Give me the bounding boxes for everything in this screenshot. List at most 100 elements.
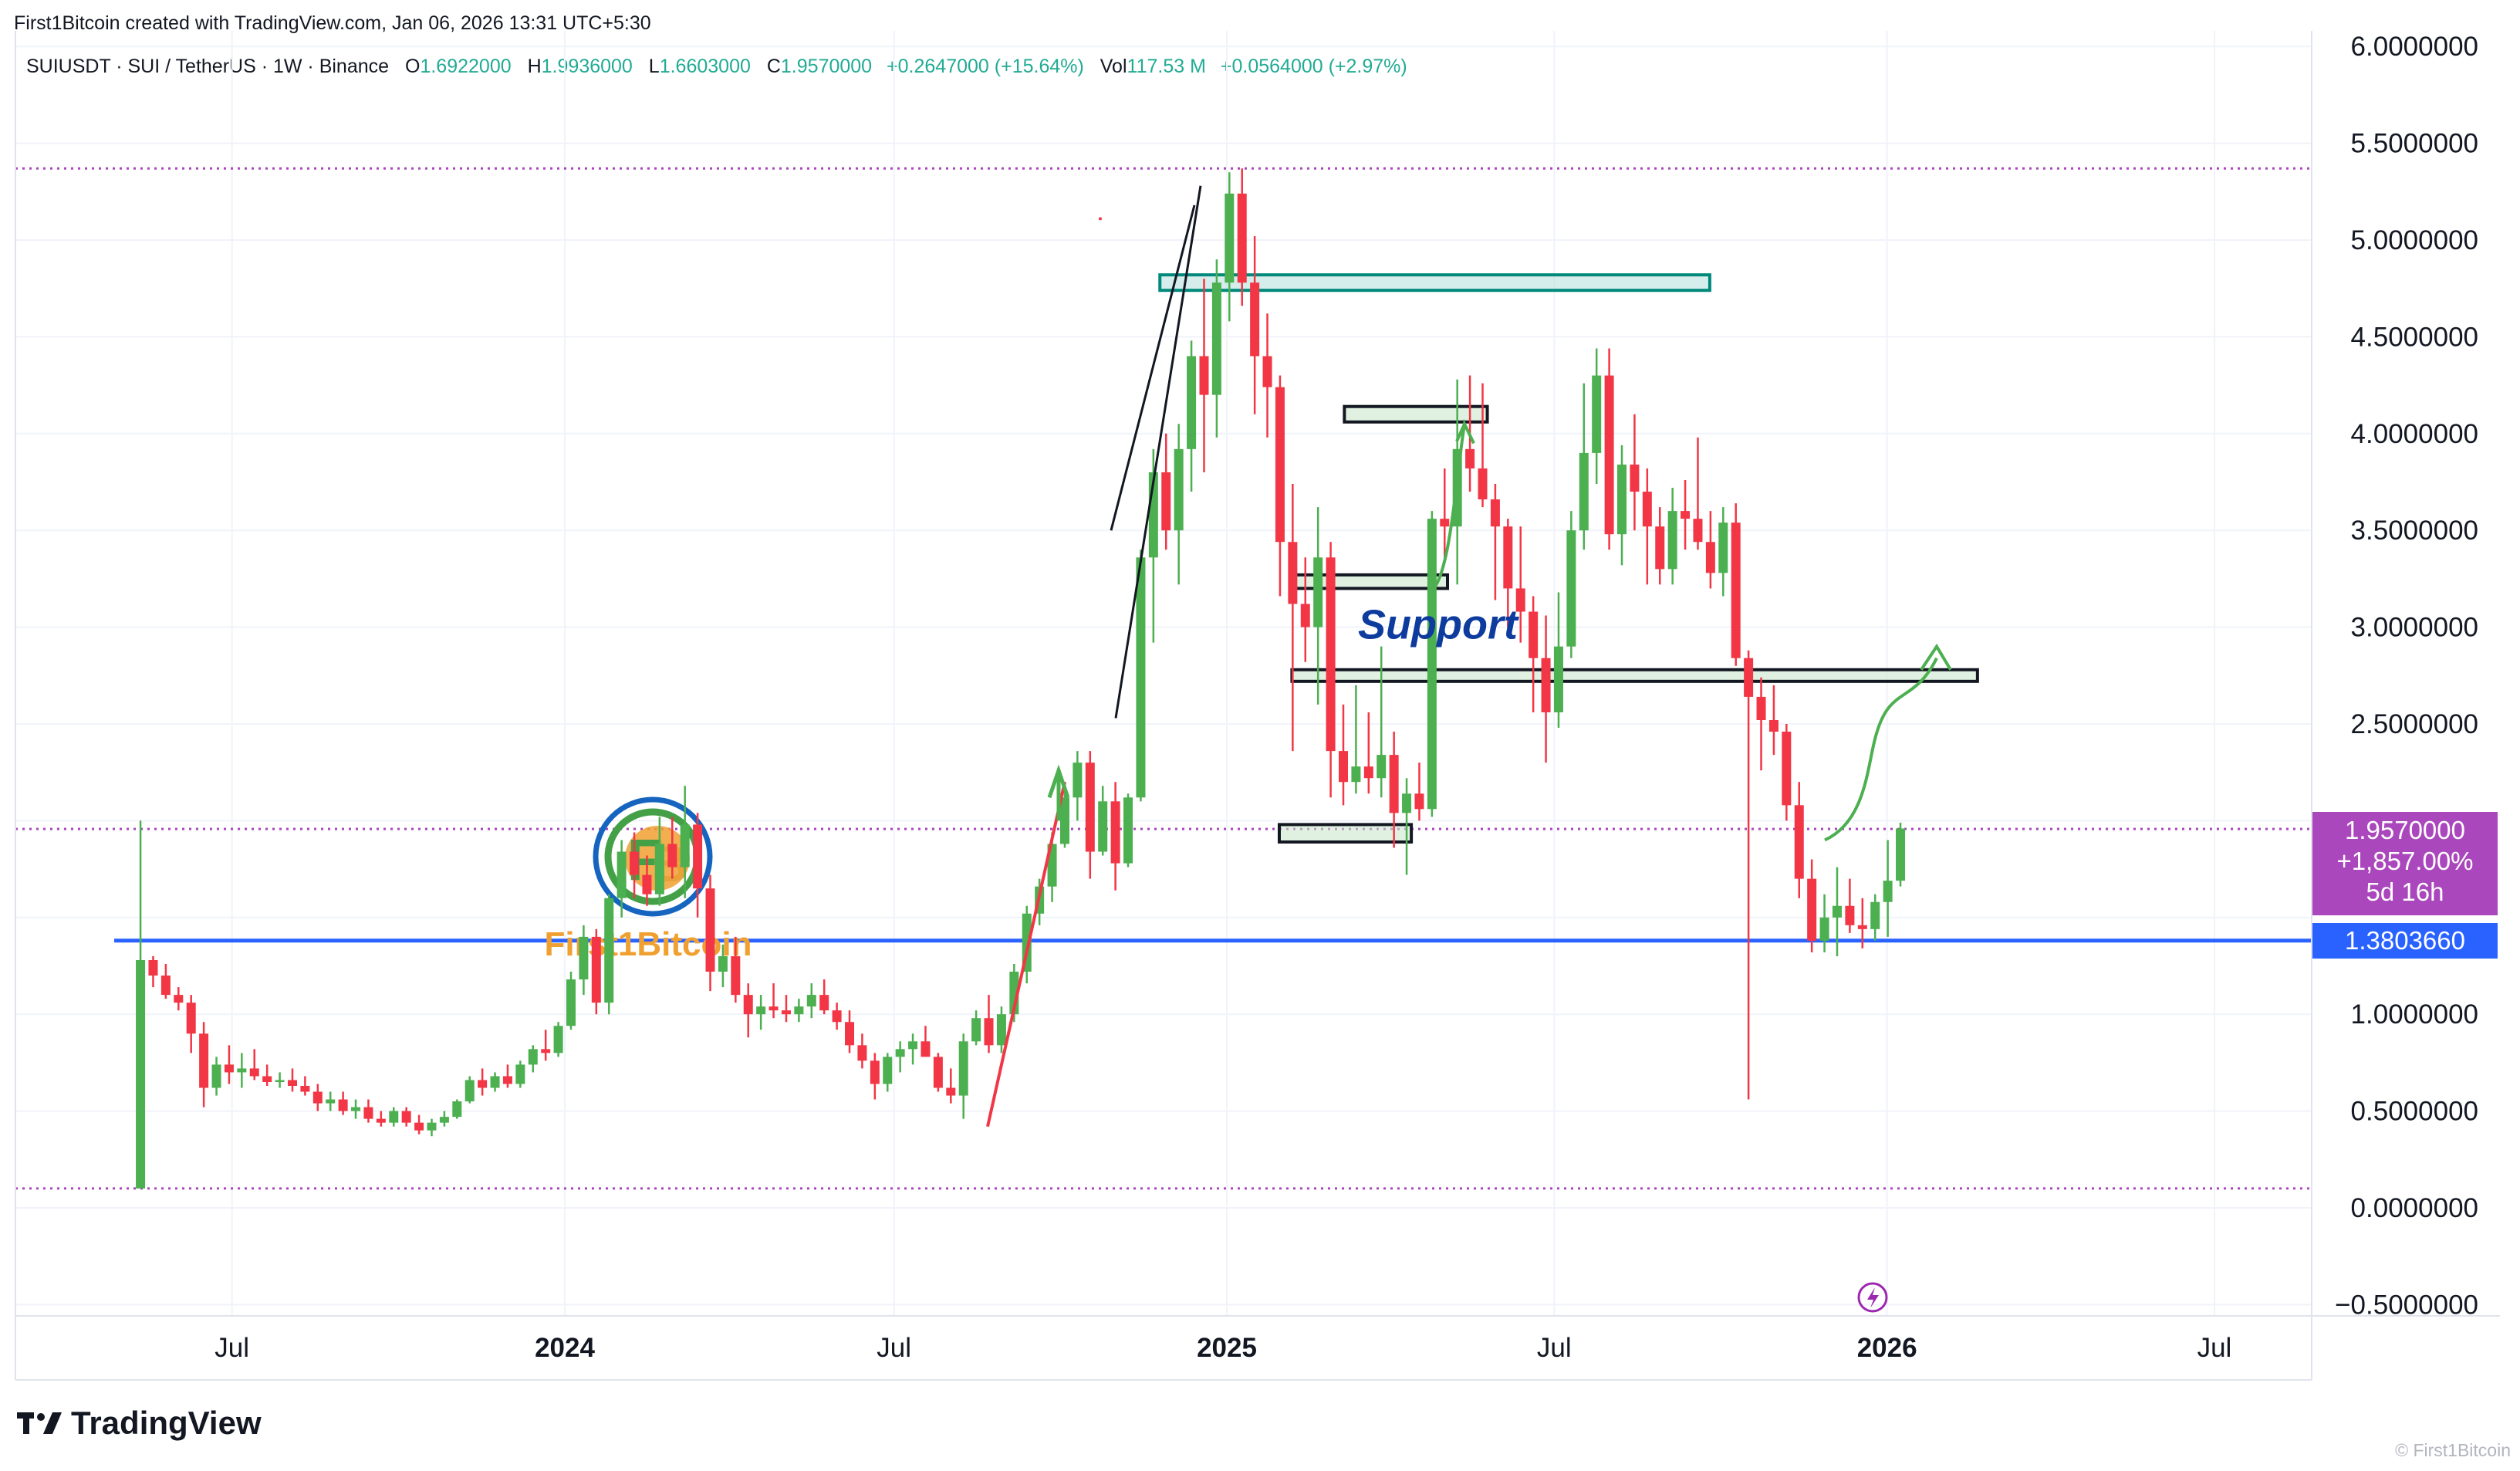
candle-body [1427, 519, 1437, 810]
candle [224, 1045, 234, 1084]
candle-body [1351, 766, 1361, 783]
candle [376, 1111, 386, 1127]
candle [680, 786, 690, 898]
candle-body [1503, 526, 1513, 589]
candle-body [1478, 468, 1488, 500]
candle [1288, 484, 1298, 752]
candle [933, 1053, 943, 1092]
candle [1579, 383, 1589, 550]
candle-body [946, 1087, 956, 1096]
candle-body [1363, 766, 1373, 779]
candle-body [794, 1006, 804, 1015]
candle [1782, 724, 1792, 821]
candle [705, 874, 715, 992]
y-tick-label: −0.5000000 [2335, 1290, 2478, 1320]
candle-body [1693, 519, 1703, 543]
candle [1225, 172, 1235, 322]
last-price-change: +1,857.00% [2336, 847, 2474, 875]
candle [1845, 878, 1855, 933]
candle [1211, 259, 1221, 438]
candle [895, 1041, 905, 1073]
candle-body [326, 1099, 336, 1104]
candle-body [654, 844, 664, 894]
candle-body [1187, 356, 1197, 449]
candle-body [1515, 588, 1525, 612]
candle [1187, 340, 1197, 492]
candle-body [1136, 557, 1146, 798]
candle [1427, 511, 1437, 817]
candle [1566, 511, 1576, 658]
tradingview-logo[interactable]: TradingView [17, 1405, 262, 1442]
candle-body [1705, 542, 1715, 573]
candle [731, 936, 741, 1003]
candle [654, 817, 664, 906]
candle-body [1642, 492, 1652, 527]
candle-body [1402, 793, 1412, 813]
y-tick-label: 1.0000000 [2351, 999, 2478, 1030]
candle-body [1326, 557, 1336, 752]
candle [401, 1107, 411, 1127]
candle [1718, 507, 1728, 597]
candle [1389, 732, 1399, 848]
candle-body [1377, 755, 1387, 779]
candle-body [148, 959, 158, 976]
candle-body [1782, 732, 1792, 806]
candle [1541, 615, 1551, 763]
candle [693, 813, 703, 918]
candle-body [199, 1033, 209, 1088]
candle [794, 999, 804, 1023]
candle-body [1465, 448, 1475, 468]
volume-value: 117.53 M [1127, 56, 1206, 77]
candle [883, 1053, 893, 1092]
channel-line-upper [1114, 185, 1202, 719]
horizontal-lines [15, 167, 2312, 1190]
candle-body [781, 1010, 791, 1015]
candle-body [1756, 696, 1766, 720]
y-tick-label: 4.0000000 [2351, 419, 2478, 449]
candle [439, 1111, 449, 1127]
green-curve-arrow-small [1432, 418, 1475, 590]
candle [186, 995, 196, 1053]
candle-body [439, 1117, 449, 1123]
candle [1377, 646, 1387, 798]
candle [363, 1099, 373, 1123]
candle-body [971, 1018, 981, 1042]
green-projection-arrow [1824, 643, 1952, 842]
candle-body [1199, 356, 1209, 395]
candle [1275, 375, 1285, 597]
candle-body [528, 1049, 538, 1065]
candle-body [1389, 755, 1399, 813]
candle [1402, 778, 1412, 875]
candle-body [1768, 719, 1779, 732]
tradingview-wordmark: TradingView [71, 1405, 262, 1441]
open-label: O [405, 56, 421, 77]
candle-body [1744, 658, 1754, 697]
volume-change-value: +0.0564000 (+2.97%) [1220, 56, 1407, 77]
candle [1667, 488, 1677, 585]
candle-body [1566, 530, 1576, 647]
candle-body [1262, 356, 1272, 387]
symbol-title[interactable]: SUIUSDT · SUI / TetherUS · 1W · Binance [26, 56, 390, 77]
candle [211, 1057, 221, 1096]
candle [160, 963, 171, 999]
candle-body [1553, 646, 1563, 712]
support-price-tag: 1.3803660 [2312, 923, 2498, 959]
candle-body [1059, 797, 1069, 844]
candle [781, 995, 791, 1023]
support-annotation: Support [1358, 602, 1519, 648]
candle-body [1414, 793, 1424, 810]
candle-body [832, 1010, 842, 1023]
candle [1136, 550, 1146, 802]
lightning-icon[interactable] [1857, 1282, 1888, 1313]
candle-body [693, 824, 703, 889]
candle-body [338, 1099, 348, 1111]
candle [1529, 596, 1539, 712]
candle-body [300, 1085, 310, 1092]
candle-body [1870, 901, 1880, 929]
candle [908, 1033, 918, 1065]
candle [984, 995, 994, 1053]
candle [604, 894, 614, 1015]
candle [958, 1033, 968, 1119]
candle-body [1655, 526, 1665, 570]
